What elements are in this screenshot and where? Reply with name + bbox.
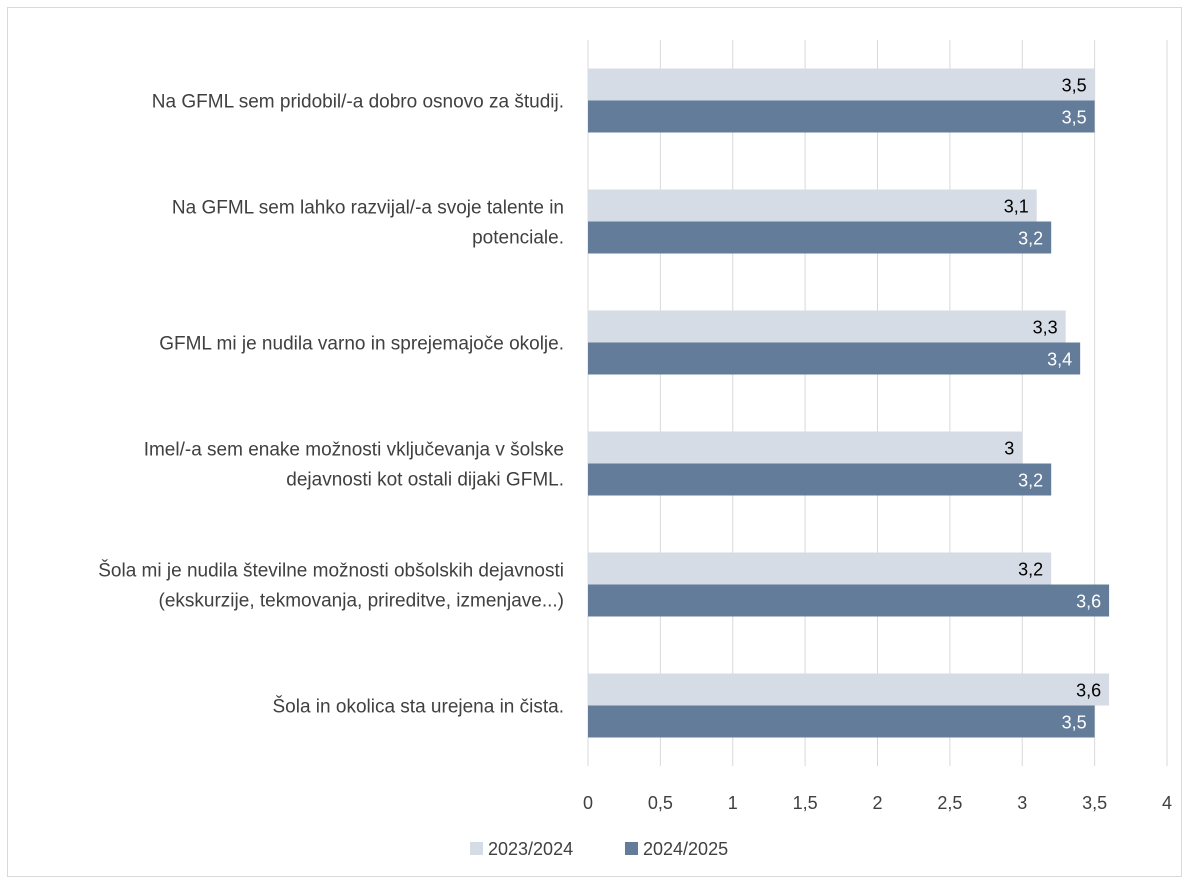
category-label-line: Na GFML sem lahko razvijal/-a svoje tale…: [172, 198, 564, 219]
legend-label: 2024/2025: [643, 839, 728, 859]
bar: [588, 68, 1095, 101]
category-label-line: Šola in okolica sta urejena in čista.: [273, 696, 565, 718]
x-tick-label: 4: [1162, 793, 1172, 813]
data-label: 3,5: [1062, 713, 1087, 733]
bar: [588, 221, 1052, 254]
bar: [588, 463, 1052, 496]
category-labels: Na GFML sem pridobil/-a dobro osnovo za …: [98, 92, 564, 718]
bar: [588, 673, 1110, 706]
x-tick-label: 0: [583, 793, 593, 813]
data-label: 3,5: [1062, 108, 1087, 128]
bar: [588, 431, 1023, 464]
bar: [588, 342, 1081, 375]
x-tick-label: 3: [1017, 793, 1027, 813]
x-axis-tick-labels: 0 0,5 1 1,5 2 2,5 3 3,5 4: [583, 793, 1172, 813]
data-label: 3,1: [1004, 197, 1029, 217]
legend-swatch: [625, 842, 638, 855]
grid-lines: [587, 40, 1168, 766]
category-label: Šola mi je nudila številne možnosti obšo…: [98, 560, 564, 612]
category-label: Na GFML sem pridobil/-a dobro osnovo za …: [152, 92, 564, 113]
bar: [588, 705, 1095, 738]
legend-swatch: [470, 842, 483, 855]
data-label: 3,3: [1033, 318, 1058, 338]
data-label: 3,2: [1018, 471, 1043, 491]
data-label: 3,5: [1062, 76, 1087, 96]
category-label-line: Na GFML sem pridobil/-a dobro osnovo za …: [152, 92, 564, 113]
x-tick-label: 2,5: [937, 793, 962, 813]
bars: [588, 68, 1110, 738]
data-label: 3,6: [1076, 681, 1101, 701]
data-label: 3: [1004, 439, 1014, 459]
bar: [588, 552, 1052, 585]
category-label: Imel/-a sem enake možnosti vključevanja …: [144, 440, 564, 491]
category-label-line: GFML mi je nudila varno in sprejemajoče …: [159, 334, 564, 355]
data-label: 3,4: [1047, 350, 1072, 370]
category-label: Šola in okolica sta urejena in čista.: [273, 696, 565, 718]
x-tick-label: 3,5: [1082, 793, 1107, 813]
data-label: 3,2: [1018, 229, 1043, 249]
category-label: GFML mi je nudila varno in sprejemajoče …: [159, 334, 564, 355]
x-tick-label: 1,5: [793, 793, 818, 813]
x-tick-label: 0,5: [648, 793, 673, 813]
category-label-line: dejavnosti kot ostali dijaki GFML.: [286, 470, 564, 491]
bar: [588, 189, 1037, 222]
data-label: 3,6: [1076, 592, 1101, 612]
bar: [588, 584, 1110, 617]
category-label-line: (ekskurzije, tekmovanja, prireditve, izm…: [159, 591, 564, 612]
data-labels: 3,53,53,13,23,33,433,23,23,63,63,5: [1004, 76, 1101, 733]
legend-label: 2023/2024: [488, 839, 573, 859]
category-label-line: Imel/-a sem enake možnosti vključevanja …: [144, 440, 564, 461]
data-label: 3,2: [1018, 560, 1043, 580]
bar: [588, 310, 1066, 343]
x-tick-label: 2: [872, 793, 882, 813]
x-tick-label: 1: [728, 793, 738, 813]
legend: 2023/2024 2024/2025: [470, 839, 728, 859]
category-label-line: Šola mi je nudila številne možnosti obšo…: [98, 560, 564, 582]
category-label-line: potenciale.: [472, 228, 564, 249]
bar: [588, 100, 1095, 133]
category-label: Na GFML sem lahko razvijal/-a svoje tale…: [172, 198, 564, 249]
